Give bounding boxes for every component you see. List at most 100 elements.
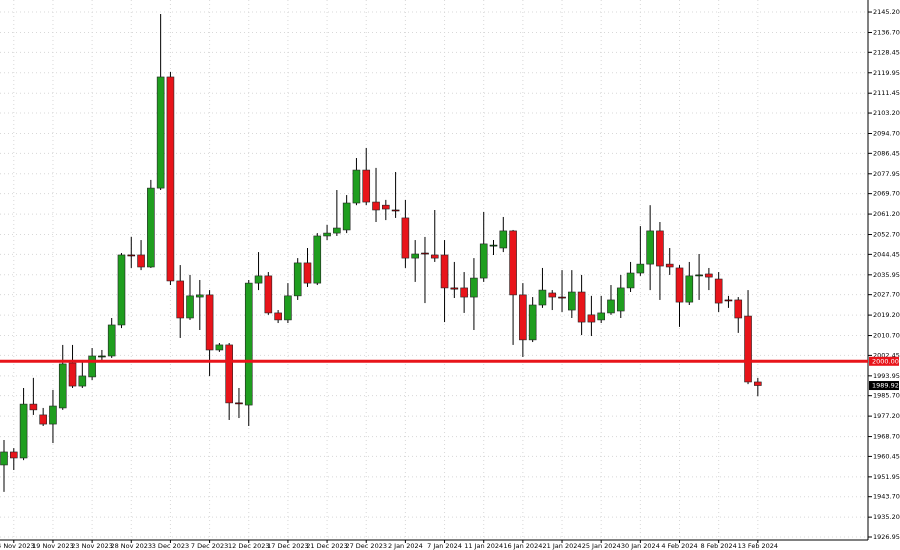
candle-body [734,299,743,319]
x-tick-label: 7 Jan 2024 [427,542,462,550]
y-tick-label: 1977.20 [873,412,900,420]
candle-body [695,274,703,277]
candle-body [244,282,253,406]
x-tick-label: 25 Jan 2024 [582,542,621,550]
candle-body [19,403,28,459]
candle-body [215,344,224,351]
y-tick-label: 1926.95 [873,533,900,541]
y-tick-label: 2145.20 [873,8,900,16]
x-tick-label: 28 Nov 2023 [110,542,152,550]
candle-body [166,76,175,282]
candle-body [685,275,694,303]
y-tick-label: 2044.45 [873,250,900,258]
y-tick-label: 2061.20 [873,210,900,218]
last-price-label: 1989.92 [872,382,899,390]
candle-body [616,287,625,312]
candle-body [401,217,410,259]
candle-body [489,244,498,247]
candle-body [577,291,586,323]
x-tick-label: 7 Dec 2023 [191,542,228,550]
y-tick-label: 2069.70 [873,190,900,198]
candle-body [29,403,38,411]
candle-body [675,267,684,303]
y-tick-label: 2027.70 [873,291,900,299]
candle-body [754,381,762,386]
candle-body [186,295,194,319]
candle-body [597,312,605,321]
candle-body [558,296,566,299]
x-tick-label: 2 Jan 2024 [388,542,423,550]
candle-body [323,232,331,237]
candle-body [313,235,322,284]
candle-body [587,314,596,323]
candle-body [744,315,752,383]
candle-body [519,294,527,341]
candle-body [636,263,645,274]
candle-body [607,299,615,314]
y-tick-label: 2019.20 [873,311,900,319]
candle-body [176,280,185,319]
candle-body [107,324,116,357]
y-tick-label: 1935.20 [873,513,900,521]
level-label: 2000.00 [872,357,899,365]
y-tick-label: 2086.45 [873,149,900,157]
candle-body [78,375,87,387]
y-tick-label: 2136.70 [873,28,900,36]
y-tick-label: 2010.70 [873,332,900,340]
candle-body [225,344,233,404]
y-tick-label: 2119.95 [873,69,900,77]
x-tick-label: 16 Jan 2024 [503,542,542,550]
candle-body [303,262,312,284]
x-tick-label: 27 Dec 2023 [345,542,387,550]
plot-area [0,0,868,540]
candle-body [49,405,57,425]
candle-body [391,209,400,212]
candle-body [479,243,488,279]
y-tick-label: 1960.45 [873,452,900,460]
candle-body [68,362,77,387]
candle-body [274,312,282,321]
candle-body [235,402,243,405]
candle-body [98,355,106,358]
candle-body [499,230,508,249]
y-tick-label: 2035.95 [873,271,900,279]
x-tick-label: 21 Dec 2023 [306,542,348,550]
candle-body [352,169,361,204]
candle-body [127,254,136,257]
candle-body [293,262,302,297]
y-tick-label: 2002.45 [873,351,900,359]
candle-body [9,451,18,459]
candle-body [382,204,390,210]
y-tick-label: 2094.70 [873,129,900,137]
candle-body [196,294,204,298]
y-tick-label: 1985.70 [873,392,900,400]
candle-body [528,304,537,341]
candle-body [342,202,351,231]
candle-body [137,254,145,268]
candle-body [646,230,654,265]
candle-body [147,187,155,268]
candle-body [460,287,468,298]
x-tick-label: 3 Dec 2023 [152,542,189,550]
level-label-box [869,356,899,366]
candle-body [705,273,713,278]
x-tick-label: 30 Jan 2024 [621,542,660,550]
candle-body [509,230,517,296]
candle-body [333,227,341,234]
y-tick-label: 1993.95 [873,372,900,380]
x-tick-label: 14 Nov 2023 [0,542,35,550]
x-tick-label: 12 Dec 2023 [228,542,270,550]
x-tick-label: 13 Feb 2024 [738,542,778,550]
candle-body [254,275,263,284]
candle-body [538,289,547,306]
candle-body [39,414,47,425]
x-tick-label: 17 Dec 2023 [267,542,309,550]
candle-body [0,451,8,466]
y-tick-label: 2111.45 [873,89,900,97]
candle-body [58,363,67,409]
candle-body [88,355,96,378]
candle-body [568,291,576,311]
